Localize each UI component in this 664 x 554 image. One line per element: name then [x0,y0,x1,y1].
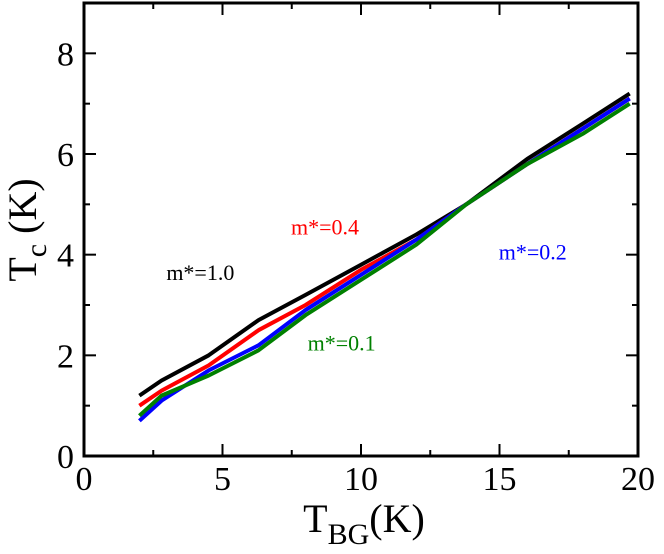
x-axis-title-unit: (K) [369,496,425,541]
series-lines [138,91,631,423]
y-tick-label: 4 [57,238,74,275]
x-tick-label: 20 [621,461,655,498]
x-tick-label: 15 [483,461,517,498]
y-axis-title: Tc (K) [0,178,53,281]
y-axis-title-sub: c [20,244,53,257]
series-annotation-label: m*=1.0 [166,260,234,285]
y-axis-title-unit: (K) [0,178,45,244]
y-tick-label: 2 [57,338,74,375]
y-tick-label: 8 [57,36,74,73]
series-annotations: m*=1.0 m*=0.4 m*=0.2 m*=0.1 [166,215,566,356]
x-tick-label: 5 [214,461,231,498]
series-line-m0-1 [138,102,631,418]
y-axis-title-main: T [0,257,45,281]
series-annotation-label: m*=0.1 [308,330,376,355]
x-axis-title-sub: BG [328,518,370,551]
x-tick-label: 10 [344,461,378,498]
y-tick-label: 0 [57,439,74,476]
axis-ticks: 0 5 10 15 20 0 2 4 6 8 [57,2,655,498]
x-tick-label: 0 [76,461,93,498]
x-axis-title-main: T [303,496,327,541]
x-axis-title: TBG(K) [303,496,425,551]
series-annotation-label: m*=0.2 [499,240,567,265]
series-line-m1-0 [138,91,631,398]
y-tick-label: 6 [57,137,74,174]
series-annotation-label: m*=0.4 [291,215,359,240]
